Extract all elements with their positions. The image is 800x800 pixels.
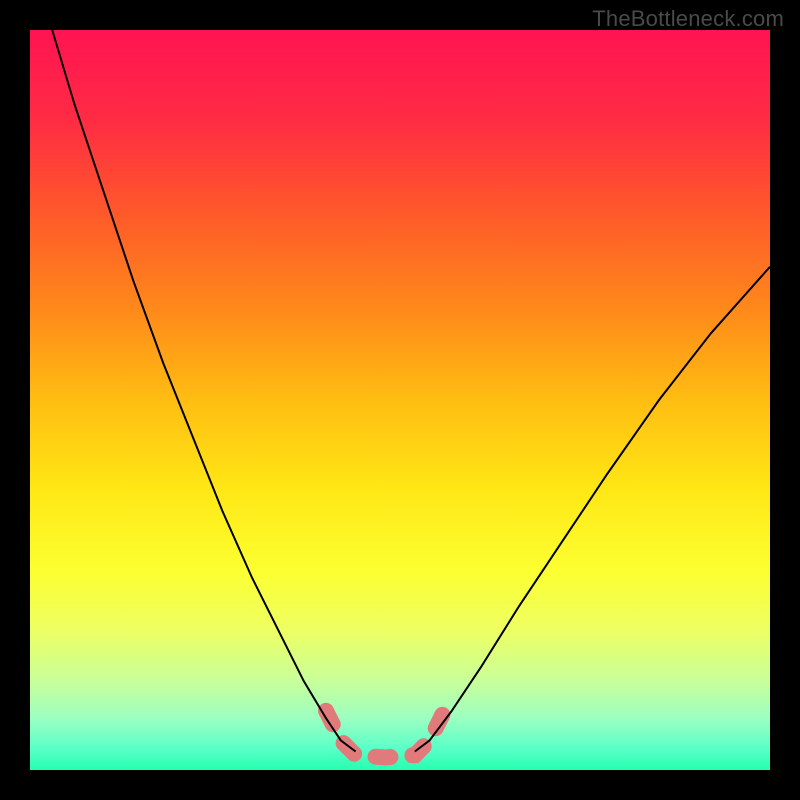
left-curve [52, 30, 355, 752]
curve-layer [30, 30, 770, 770]
watermark-text: TheBottleneck.com [592, 6, 784, 32]
trough-marker [326, 711, 444, 758]
right-curve [415, 267, 770, 752]
plot-area [30, 30, 770, 770]
